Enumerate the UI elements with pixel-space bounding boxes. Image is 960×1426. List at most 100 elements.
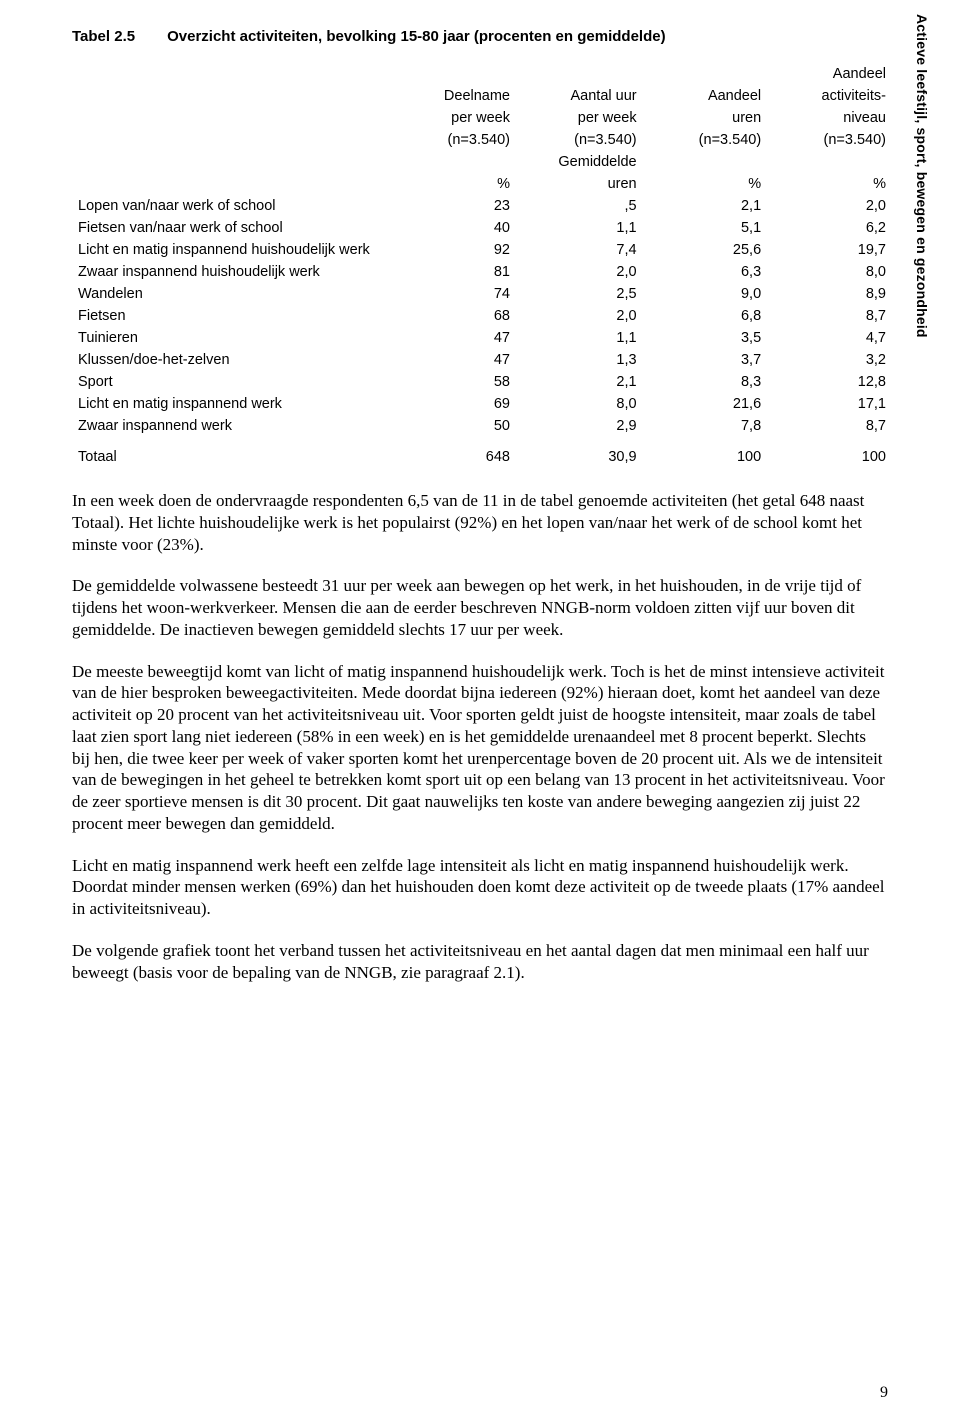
row-label: Licht en matig inspannend werk [72, 393, 391, 415]
col2-n: (n=3.540) [516, 129, 643, 151]
row-label: Zwaar inspannend huishoudelijk werk [72, 261, 391, 283]
cell: 2,9 [516, 415, 643, 437]
cell: 92 [391, 239, 516, 261]
table-row: Licht en matig inspannend werk698,021,61… [72, 393, 892, 415]
row-label: Lopen van/naar werk of school [72, 195, 391, 217]
total-c4: 100 [767, 437, 892, 468]
table-title: Tabel 2.5 Overzicht activiteiten, bevolki… [72, 28, 888, 45]
cell: 8,0 [516, 393, 643, 415]
cell: 2,0 [516, 261, 643, 283]
cell: 2,1 [516, 371, 643, 393]
col2-unit-l1: Gemiddelde [516, 151, 643, 173]
row-label: Fietsen [72, 305, 391, 327]
col3-n: (n=3.540) [643, 129, 768, 151]
col1-line1: Deelname [391, 85, 516, 107]
col4-n: (n=3.540) [767, 129, 892, 151]
cell: 6,2 [767, 217, 892, 239]
table-caption: Overzicht activiteiten, bevolking 15-80 … [167, 28, 665, 45]
cell: 19,7 [767, 239, 892, 261]
row-label: Zwaar inspannend werk [72, 415, 391, 437]
cell: 8,3 [643, 371, 768, 393]
table-row: Tuinieren471,13,54,7 [72, 327, 892, 349]
cell: 58 [391, 371, 516, 393]
paragraph: De gemiddelde volwassene besteedt 31 uur… [72, 575, 888, 640]
cell: 40 [391, 217, 516, 239]
table-row: Licht en matig inspannend huishoudelijk … [72, 239, 892, 261]
cell: 1,1 [516, 217, 643, 239]
cell: 3,5 [643, 327, 768, 349]
table-row: Klussen/doe-het-zelven471,33,73,2 [72, 349, 892, 371]
cell: 47 [391, 327, 516, 349]
col1-line2: per week [391, 107, 516, 129]
table-number: Tabel 2.5 [72, 28, 135, 45]
cell: 6,3 [643, 261, 768, 283]
cell: 23 [391, 195, 516, 217]
cell: 2,0 [516, 305, 643, 327]
cell: 8,0 [767, 261, 892, 283]
paragraph: Licht en matig inspannend werk heeft een… [72, 855, 888, 920]
paragraph: In een week doen de ondervraagde respond… [72, 490, 888, 555]
row-label: Sport [72, 371, 391, 393]
paragraph: De volgende grafiek toont het verband tu… [72, 940, 888, 984]
cell: 3,2 [767, 349, 892, 371]
page: Actieve leefstijl, sport, bewegen en gez… [0, 0, 960, 1426]
total-c1: 648 [391, 437, 516, 468]
table-row: Wandelen742,59,08,9 [72, 283, 892, 305]
cell: ,5 [516, 195, 643, 217]
cell: 2,1 [643, 195, 768, 217]
cell: 4,7 [767, 327, 892, 349]
cell: 47 [391, 349, 516, 371]
cell: 8,9 [767, 283, 892, 305]
cell: 69 [391, 393, 516, 415]
table-body: Lopen van/naar werk of school23,52,12,0F… [72, 195, 892, 437]
row-label: Klussen/doe-het-zelven [72, 349, 391, 371]
col2-unit-l2: uren [516, 173, 643, 195]
cell: 74 [391, 283, 516, 305]
data-table: Aandeel Deelname Aantal uur Aandeel acti… [72, 63, 892, 468]
cell: 8,7 [767, 305, 892, 327]
cell: 68 [391, 305, 516, 327]
col3-line1: Aandeel [643, 85, 768, 107]
col4-unit: % [767, 173, 892, 195]
cell: 1,3 [516, 349, 643, 371]
cell: 7,4 [516, 239, 643, 261]
col4-line0: Aandeel [767, 63, 892, 85]
cell: 17,1 [767, 393, 892, 415]
row-label: Licht en matig inspannend huishoudelijk … [72, 239, 391, 261]
cell: 9,0 [643, 283, 768, 305]
cell: 1,1 [516, 327, 643, 349]
col1-unit: % [391, 173, 516, 195]
cell: 2,5 [516, 283, 643, 305]
col4-line1: activiteits- [767, 85, 892, 107]
table-row: Fietsen van/naar werk of school401,15,16… [72, 217, 892, 239]
table-row: Lopen van/naar werk of school23,52,12,0 [72, 195, 892, 217]
total-row: Totaal 648 30,9 100 100 [72, 437, 892, 468]
cell: 8,7 [767, 415, 892, 437]
table-row: Sport582,18,312,8 [72, 371, 892, 393]
table-row: Zwaar inspannend huishoudelijk werk812,0… [72, 261, 892, 283]
cell: 12,8 [767, 371, 892, 393]
total-c2: 30,9 [516, 437, 643, 468]
row-label: Fietsen van/naar werk of school [72, 217, 391, 239]
table-header: Aandeel Deelname Aantal uur Aandeel acti… [72, 63, 892, 195]
cell: 2,0 [767, 195, 892, 217]
total-c3: 100 [643, 437, 768, 468]
table-row: Zwaar inspannend werk502,97,88,7 [72, 415, 892, 437]
body-text: In een week doen de ondervraagde respond… [72, 490, 888, 983]
col2-line2: per week [516, 107, 643, 129]
side-label: Actieve leefstijl, sport, bewegen en gez… [914, 14, 930, 338]
col4-line2: niveau [767, 107, 892, 129]
col3-line2: uren [643, 107, 768, 129]
paragraph: De meeste beweegtijd komt van licht of m… [72, 661, 888, 835]
cell: 5,1 [643, 217, 768, 239]
col2-line1: Aantal uur [516, 85, 643, 107]
cell: 81 [391, 261, 516, 283]
row-label: Wandelen [72, 283, 391, 305]
cell: 6,8 [643, 305, 768, 327]
row-label: Tuinieren [72, 327, 391, 349]
table-row: Fietsen682,06,88,7 [72, 305, 892, 327]
col1-n: (n=3.540) [391, 129, 516, 151]
col3-unit: % [643, 173, 768, 195]
cell: 21,6 [643, 393, 768, 415]
cell: 50 [391, 415, 516, 437]
